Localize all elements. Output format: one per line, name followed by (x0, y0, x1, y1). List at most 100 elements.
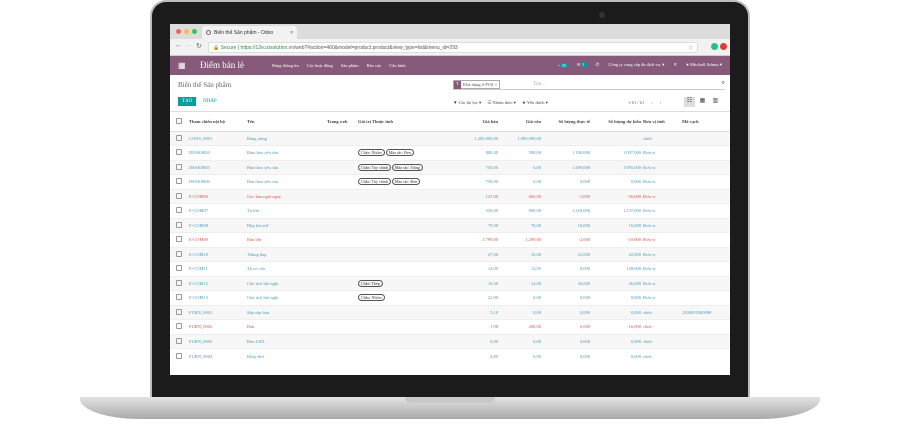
table-row[interactable]: DESK0005 Bàn theo yêu cầu Chân: Tùy chỉn… (170, 159, 730, 175)
row-checkbox[interactable] (176, 308, 182, 315)
table-row[interactable]: FURN_0002 Bàn 1,98 200,00 0,000 -16,000 … (170, 319, 730, 334)
odoo-favicon-icon (206, 30, 211, 35)
table-row[interactable]: CONS_0001 Bảng trắng 1.200.000,00 1.000.… (170, 130, 730, 146)
browser-tab[interactable]: Biến thể Sản phẩm - Odoo × (202, 26, 297, 39)
cell-forecast: 0,000 (590, 304, 641, 320)
maximize-window-button[interactable] (192, 29, 197, 34)
import-button[interactable]: NHẬP (203, 99, 217, 104)
menu-config[interactable]: Cấu hình (389, 63, 406, 68)
browser-tab-bar: Biến thể Sản phẩm - Odoo × (170, 24, 730, 39)
cell-website (327, 203, 358, 218)
table-row[interactable]: E-COM08 Hộp lưu trữ 79,00 70,00 16,000 1… (170, 217, 730, 233)
table-row[interactable]: E-COM10 Thùng đạp 47,00 10,00 22,000 22,… (170, 246, 730, 262)
apps-menu-icon[interactable]: ▦ (178, 61, 186, 70)
col-cost[interactable]: Giá vốn (498, 112, 541, 132)
table-row[interactable]: E-COM11 Tủ có cửa 14,00 12,50 8,000 128,… (170, 261, 730, 276)
cell-ref: DESK0006 (189, 174, 247, 189)
row-checkbox[interactable] (176, 294, 182, 301)
cell-barcode (682, 174, 730, 189)
table-row[interactable]: E-COM07 Tủ lớn 320,00 800,00 1.218,000 1… (170, 203, 730, 218)
search-input[interactable]: Tìm... (533, 82, 546, 87)
col-sale-price[interactable]: Giá bán (443, 112, 498, 132)
col-website[interactable]: Trang web (327, 112, 358, 132)
col-qty-on-hand[interactable]: Số lượng thực tế (541, 112, 590, 132)
row-checkbox[interactable] (176, 265, 182, 272)
cell-forecast: 1.097,000 (590, 145, 641, 160)
favorites-dropdown[interactable]: ★ Yêu thích ▾ (521, 100, 548, 105)
activity-button[interactable]: ◔ 39 (557, 62, 568, 68)
kanban-view-button[interactable]: ▦ (699, 98, 706, 104)
col-barcode[interactable]: Mã vạch (682, 112, 730, 132)
laptop-base (80, 397, 820, 419)
cell-attributes: Chân: Tùy chỉnh Màu sắc: Đen (358, 174, 443, 189)
menu-activities[interactable]: Các hoạt động (306, 63, 333, 68)
close-window-button[interactable] (176, 29, 181, 34)
row-checkbox[interactable] (176, 337, 182, 344)
url-input[interactable]: 🔒 Secure | https://12e.izisolution.vn/we… (208, 42, 698, 53)
row-checkbox[interactable] (176, 323, 182, 330)
pager-value[interactable]: 1-61 / 61 (628, 100, 645, 105)
group-by-dropdown[interactable]: ☰ Nhóm theo ▾ (487, 100, 516, 105)
table-row[interactable]: E-COM06 Góc bàn ngồi ngay 147,00 600,00 … (170, 188, 730, 204)
menu-products[interactable]: Sản phẩm (340, 63, 359, 68)
row-checkbox[interactable] (176, 178, 182, 185)
extension-icon[interactable] (720, 43, 727, 50)
list-view-button[interactable]: ☷ (684, 97, 695, 107)
table-row[interactable]: DESK0006 Bàn theo yêu cầu Chân: Tùy chỉn… (170, 174, 730, 189)
back-icon[interactable]: ← (175, 42, 182, 49)
cell-forecast: 16,000 (590, 217, 641, 233)
select-all-checkbox[interactable] (176, 117, 182, 124)
search-facet[interactable]: T Khả dụng ở POS × (453, 80, 501, 89)
row-checkbox[interactable] (176, 221, 182, 228)
debug-icon[interactable]: ✕ (673, 62, 678, 67)
table-row[interactable]: E-COM12 Chủ tịch hội nghị Chân: Thép 16,… (170, 275, 730, 291)
company-switcher[interactable]: Công ty cung cấp đa dịch vụ. ▾ (608, 62, 665, 67)
row-checkbox[interactable] (176, 236, 182, 243)
table-row[interactable]: FURN_0001 Sắp xếp bàn 5,10 0,00 0,000 0,… (170, 304, 730, 320)
cell-uom: chiếc (641, 319, 682, 334)
col-uom[interactable]: Đơn vị tính (641, 112, 682, 132)
row-checkbox[interactable] (176, 192, 182, 199)
star-icon[interactable]: ☆ (688, 45, 693, 51)
pivot-view-button[interactable]: ▥ (712, 98, 719, 104)
phone-icon[interactable]: ✆ (595, 62, 600, 67)
table-row[interactable]: E-COM09 Bàn lớn 1.799,00 1.299,00 -2,000… (170, 232, 730, 247)
row-checkbox[interactable] (176, 134, 182, 141)
cell-forecast: 0,000 (590, 174, 641, 189)
cell-cost: 0,00 (498, 159, 541, 175)
col-attributes[interactable]: Giá trị Thuộc tính (358, 112, 443, 132)
row-checkbox[interactable] (176, 250, 182, 257)
cell-forecast: 1.137,000 (590, 203, 641, 218)
row-checkbox[interactable] (176, 279, 182, 286)
user-menu[interactable]: ● Mitchell Admin ▾ (686, 62, 722, 67)
table-row[interactable]: FURN_0003 Đèn LED 0,90 0,00 0,000 0,000 … (170, 333, 730, 349)
search-icon[interactable]: ⌕ (721, 80, 725, 86)
row-checkbox[interactable] (176, 149, 182, 156)
search-bar[interactable]: T Khả dụng ở POS × Tìm... ⌕ (453, 80, 725, 90)
forward-icon[interactable]: → (185, 42, 192, 49)
close-tab-icon[interactable]: × (290, 30, 293, 36)
table-header: Tham chiếu nội bộ Tên Trang web Giá trị … (170, 112, 730, 132)
previous-page-icon[interactable]: ‹ (651, 100, 653, 105)
row-checkbox[interactable] (176, 163, 182, 170)
next-page-icon[interactable]: › (659, 100, 662, 105)
reload-icon[interactable]: ↻ (196, 43, 202, 50)
filters-dropdown[interactable]: ▼ Các bộ lọc ▾ (453, 100, 482, 105)
extension-icon[interactable] (711, 43, 718, 50)
messages-button[interactable]: ✉ 1 (576, 62, 587, 67)
table-row[interactable]: E-COM13 Chủ tịch hội nghị Chân: Nhôm 22,… (170, 290, 730, 305)
minimize-window-button[interactable] (184, 29, 189, 34)
cell-qty: 26,000 (541, 275, 590, 291)
row-checkbox[interactable] (176, 207, 182, 214)
row-checkbox[interactable] (176, 352, 182, 359)
attribute-tag: Chân: Thép (358, 279, 383, 287)
table-row[interactable]: DESK0004 Bàn theo yêu cầu Chân: Nhôm Màu … (170, 145, 730, 160)
create-button[interactable]: TẠO (178, 97, 197, 106)
table-row[interactable]: FURN_0004 Khay thư 4,80 0,00 0,000 0,000… (170, 348, 730, 363)
menu-reports[interactable]: Báo cáo (366, 63, 382, 68)
col-forecast-qty[interactable]: Số lượng dự kiến (590, 112, 641, 132)
col-name[interactable]: Tên (247, 112, 327, 132)
menu-dashboard[interactable]: Bảng thông tin (272, 63, 299, 68)
col-ref[interactable]: Tham chiếu nội bộ (189, 112, 247, 132)
cell-cost: 0,00 (498, 290, 541, 305)
